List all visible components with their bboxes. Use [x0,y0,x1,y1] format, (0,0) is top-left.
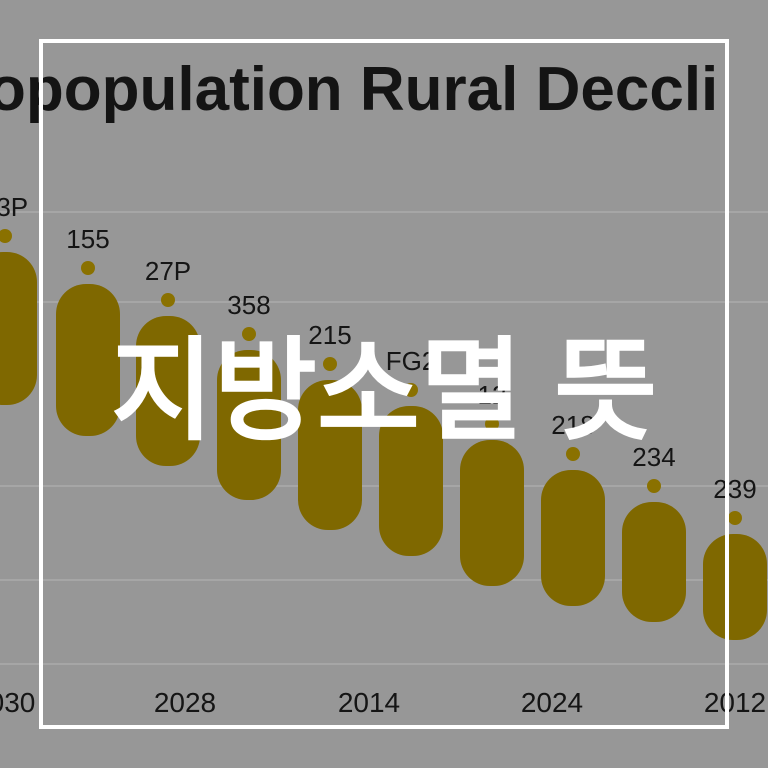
dot [323,357,337,371]
dot [728,511,742,525]
data-label: 215 [308,320,351,350]
bar [0,252,37,405]
data-label: 27P [145,256,191,286]
x-label: 030 [0,687,35,718]
data-label: 218 [551,410,594,440]
bar [298,380,362,530]
frame [39,39,729,729]
x-label: 2014 [338,687,400,718]
data-label: FG2 [386,346,437,376]
bar [56,284,120,436]
dot [485,417,499,431]
bar [622,502,686,622]
chart-title: opopulation Rural Deccli [0,55,718,124]
dot [242,327,256,341]
bar [541,470,605,606]
dot [81,261,95,275]
dot [404,383,418,397]
dot [647,479,661,493]
dot [0,229,12,243]
bar [136,316,200,466]
bars: 13P 155 27P 358 215 FG2 12 218 234 239 [0,192,767,640]
x-label: 2012 [704,687,766,718]
bar [703,534,767,640]
data-label: 155 [66,224,109,254]
data-label: 234 [632,442,675,472]
bar [379,406,443,556]
data-label: 358 [227,290,270,320]
x-labels: 030 2028 2014 2024 2012 [0,687,766,718]
dot [566,447,580,461]
overlay-title: 지방소멸 뜻 [111,329,657,454]
x-label: 2024 [521,687,583,718]
x-label: 2028 [154,687,216,718]
bar [460,440,524,586]
data-label: 239 [713,474,756,504]
data-label: 12 [478,380,507,410]
data-label: 13P [0,192,28,222]
bar [217,350,281,500]
dot [161,293,175,307]
